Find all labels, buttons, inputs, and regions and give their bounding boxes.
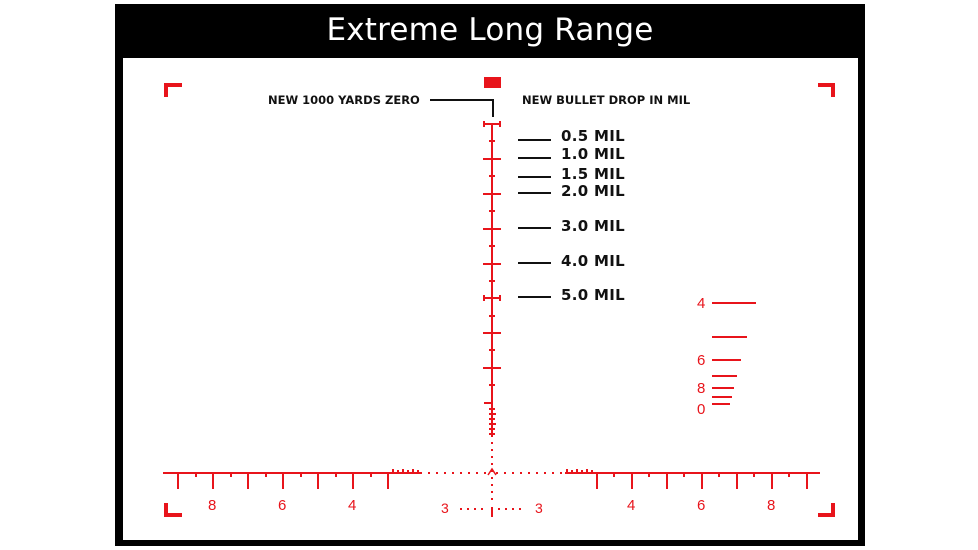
horizontal-stadia <box>163 467 820 489</box>
rangefinder-0: 0 <box>697 401 706 418</box>
lower-right-3: 3 <box>535 500 543 516</box>
zero-leader-line <box>430 99 494 117</box>
top-marker <box>484 77 501 88</box>
rangefinder-8: 8 <box>697 380 706 397</box>
rangefinder-6: 6 <box>697 352 706 369</box>
mil-label-0-5: 0.5 MIL <box>561 127 625 145</box>
windage-left-4: 4 <box>348 497 357 514</box>
diagram-frame: Extreme Long Range <box>115 4 865 546</box>
mil-label-3-0: 3.0 MIL <box>561 217 625 235</box>
title-bar: Extreme Long Range <box>115 4 865 56</box>
mil-label-1-0: 1.0 MIL <box>561 145 625 163</box>
mil-label-4-0: 4.0 MIL <box>561 252 625 270</box>
vertical-stadia <box>483 121 501 437</box>
rangefinder-4: 4 <box>697 295 706 312</box>
lower-left-3: 3 <box>441 500 449 516</box>
drop-annotation: NEW BULLET DROP IN MIL <box>522 93 691 107</box>
windage-right-6: 6 <box>697 497 706 514</box>
corner-brackets <box>164 83 835 517</box>
windage-right-4: 4 <box>627 497 636 514</box>
windage-left-8: 8 <box>208 497 217 514</box>
mil-label-2-0: 2.0 MIL <box>561 182 625 200</box>
mil-label-1-5: 1.5 MIL <box>561 165 625 183</box>
diagram-title: Extreme Long Range <box>326 12 654 48</box>
windage-left-6: 6 <box>278 497 287 514</box>
zero-annotation: NEW 1000 YARDS ZERO <box>268 93 420 107</box>
rangefinder-bars <box>712 302 756 405</box>
windage-right-8: 8 <box>767 497 776 514</box>
mil-label-5-0: 5.0 MIL <box>561 286 625 304</box>
